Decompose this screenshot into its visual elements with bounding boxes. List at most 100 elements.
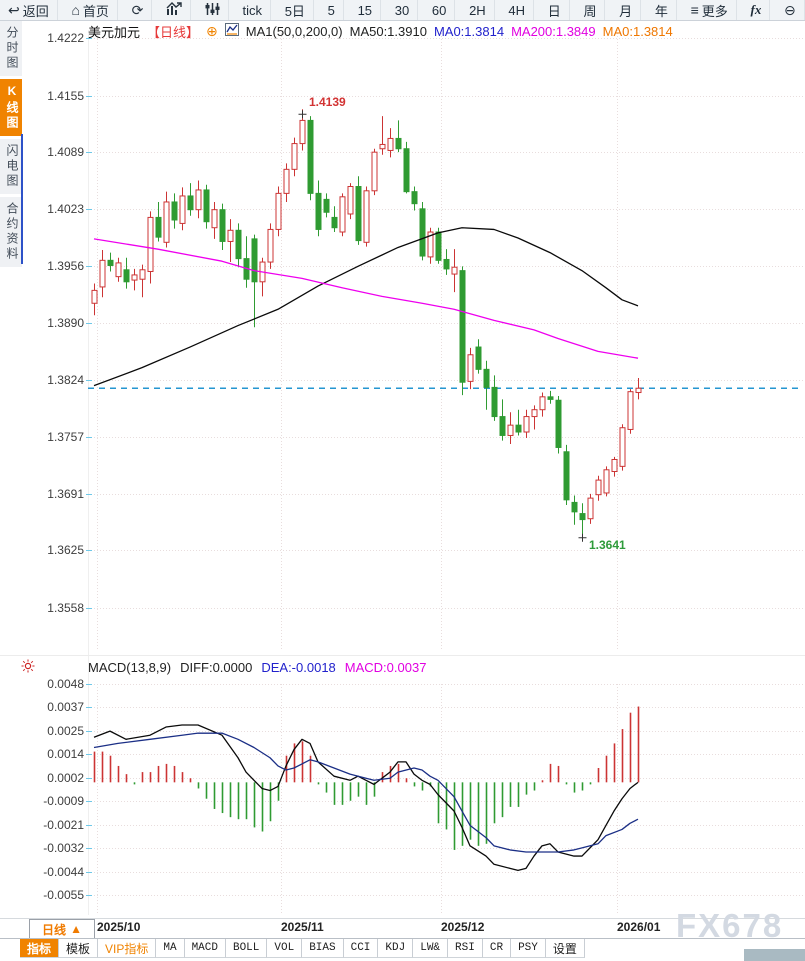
- macd-dea-line: [93, 732, 639, 853]
- toolbar-item-m5[interactable]: 5: [320, 0, 344, 20]
- candles-group: [91, 109, 642, 537]
- ma0-orange-value: MA0:1.3814: [602, 23, 673, 39]
- toolbar-item-label: 更多: [701, 3, 728, 19]
- toolbar-item-label: 30: [394, 2, 410, 18]
- toolbar-item-month[interactable]: 月: [611, 0, 642, 20]
- tab-RSI[interactable]: RSI: [448, 939, 483, 958]
- price-axis-tick: 1.3558: [47, 601, 84, 615]
- toolbar-item-label: 5日: [284, 3, 305, 19]
- macd-axis-tick: -0.0021: [43, 818, 84, 832]
- macd-axis-tick: -0.0009: [43, 794, 84, 808]
- toolbar-item-day[interactable]: 日: [540, 0, 570, 20]
- price-axis-tick: 1.3691: [47, 487, 84, 501]
- price-axis-tick: 1.3890: [47, 316, 84, 330]
- toolbar-item-label: 60: [431, 2, 447, 18]
- toolbar-item-m15[interactable]: 15: [350, 0, 382, 20]
- low-marker-cross: [578, 533, 587, 542]
- price-axis-tick: 1.4222: [47, 31, 84, 45]
- xaxis-month-label: 2025/10: [97, 920, 141, 934]
- toolbar-item-m60[interactable]: 60: [424, 0, 456, 20]
- toolbar-item-indicator-sliders[interactable]: [197, 0, 229, 20]
- sidebar-item-1[interactable]: K线图: [0, 79, 22, 136]
- macd-axis-tick: -0.0055: [43, 888, 84, 902]
- ma-settings-label: MA1(50,0,200,0): [245, 23, 343, 39]
- expand-circle-plus-icon[interactable]: ⊕: [206, 22, 218, 39]
- dea-value: DEA:-0.0018: [261, 659, 336, 675]
- toolbar-item-label: 2H: [469, 2, 486, 18]
- toolbar-item-year[interactable]: 年: [647, 0, 677, 20]
- watermark: FX678: [676, 907, 784, 944]
- indicator-tabbar: 指标 模板 VIP指标 MA MACD BOLL VOL BIAS CCI KDJ LW& RSI CR…: [0, 938, 805, 958]
- tab-设置[interactable]: 设置: [545, 939, 585, 958]
- macd-axis-tick: 0.0048: [47, 677, 84, 691]
- period-selector[interactable]: 日线 ▲: [29, 919, 95, 939]
- gridlines: [88, 30, 803, 915]
- symbol-name: 美元加元: [88, 24, 141, 40]
- tab-KDJ[interactable]: KDJ: [378, 939, 414, 958]
- toolbar-item-more[interactable]: ≡ 更多: [683, 0, 737, 20]
- toolbar-item-m30[interactable]: 30: [387, 0, 419, 20]
- top-toolbar: ↩ 返回 ⌂ 首页 ⟳ tick 5日 5 15 30 60 2H 4H 日周月年 ≡ 更多 fx ⊖: [0, 0, 805, 21]
- indicator-settings-sun-icon[interactable]: [21, 659, 35, 673]
- xaxis-month-label: 2025/12: [441, 920, 485, 934]
- tab-VIP指标[interactable]: VIP指标: [98, 939, 157, 958]
- tab-BOLL[interactable]: BOLL: [225, 939, 268, 958]
- price-axis-tick: 1.3757: [47, 430, 84, 444]
- tab-指标[interactable]: 指标: [20, 939, 60, 958]
- macd-value: MACD:0.0037: [344, 659, 427, 675]
- price-axis-tick: 1.4155: [47, 89, 84, 103]
- toolbar-item-h4[interactable]: 4H: [500, 0, 535, 20]
- refresh-icon: ⟳: [131, 2, 144, 18]
- kline-chart-icon: [166, 2, 182, 18]
- back-arrow-icon: ↩: [8, 2, 20, 18]
- macd-axis-tick: -0.0032: [43, 841, 84, 855]
- tab-CCI[interactable]: CCI: [343, 939, 379, 958]
- tab-VOL[interactable]: VOL: [267, 939, 303, 958]
- toolbar-item-label: 周: [583, 3, 597, 19]
- tab-模板[interactable]: 模板: [59, 939, 99, 958]
- diff-value: DIFF:0.0000: [180, 659, 253, 675]
- sidebar-item-0[interactable]: 分时图: [0, 21, 22, 76]
- sidebar-item-2[interactable]: 闪电图: [0, 139, 22, 194]
- toolbar-item-home[interactable]: ⌂ 首页: [63, 0, 118, 20]
- toolbar-item-label: 15: [357, 2, 373, 18]
- macd-axis-tick: 0.0025: [47, 724, 84, 738]
- tab-CR[interactable]: CR: [482, 939, 512, 958]
- tab-PSY[interactable]: PSY: [511, 939, 546, 958]
- price-axis-tick: 1.3824: [47, 373, 84, 387]
- toolbar-item-5d[interactable]: 5日: [277, 0, 314, 20]
- toolbar-item-fx[interactable]: fx: [743, 0, 771, 20]
- sidebar-item-3[interactable]: 合约资料: [0, 197, 22, 267]
- axis-tick-marks: [86, 38, 92, 896]
- tab-MA[interactable]: MA: [156, 939, 185, 958]
- price-axis-tick: 1.4023: [47, 202, 84, 216]
- macd-header: MACD(13,8,9) DIFF:0.0000 DEA:-0.0018 MAC…: [88, 659, 426, 675]
- tab-MACD[interactable]: MACD: [184, 939, 226, 958]
- toolbar-item-label: 5: [327, 2, 335, 18]
- price-chart-header: 美元加元 【日线】 ⊕ MA1(50,0,200,0) MA50:1.3910 …: [88, 22, 673, 40]
- price-axis-tick: 1.4089: [47, 145, 84, 159]
- zoom-out-icon: ⊖: [784, 2, 796, 18]
- toolbar-item-week[interactable]: 周: [575, 0, 606, 20]
- sliders-icon: [205, 2, 220, 18]
- toolbar-item-h2[interactable]: 2H: [461, 0, 495, 20]
- macd-axis-tick: 0.0014: [47, 747, 84, 761]
- menu-icon: ≡: [690, 2, 699, 18]
- chart-type-sidebar: 分时图 K线图闪电图合约资料: [0, 21, 22, 267]
- tab-LW&[interactable]: LW&: [413, 939, 449, 958]
- price-axis-tick: 1.3625: [47, 543, 84, 557]
- toolbar-item-back[interactable]: ↩ 返回: [0, 0, 58, 20]
- high-marker-cross: [298, 110, 307, 119]
- corner-scrollbar: [744, 949, 805, 961]
- toolbar-item-tick[interactable]: tick: [234, 0, 271, 20]
- toolbar-item-label: 首页: [82, 3, 109, 19]
- tab-BIAS[interactable]: BIAS: [302, 939, 344, 958]
- toolbar-item-kline[interactable]: [158, 0, 192, 20]
- period-selector-label: 日线: [42, 922, 67, 937]
- toolbar-item-zoomout[interactable]: ⊖: [776, 0, 805, 20]
- toolbar-item-refresh[interactable]: ⟳: [124, 0, 153, 20]
- toolbar-item-label: 年: [654, 3, 668, 19]
- toolbar-item-label: fx: [750, 2, 762, 17]
